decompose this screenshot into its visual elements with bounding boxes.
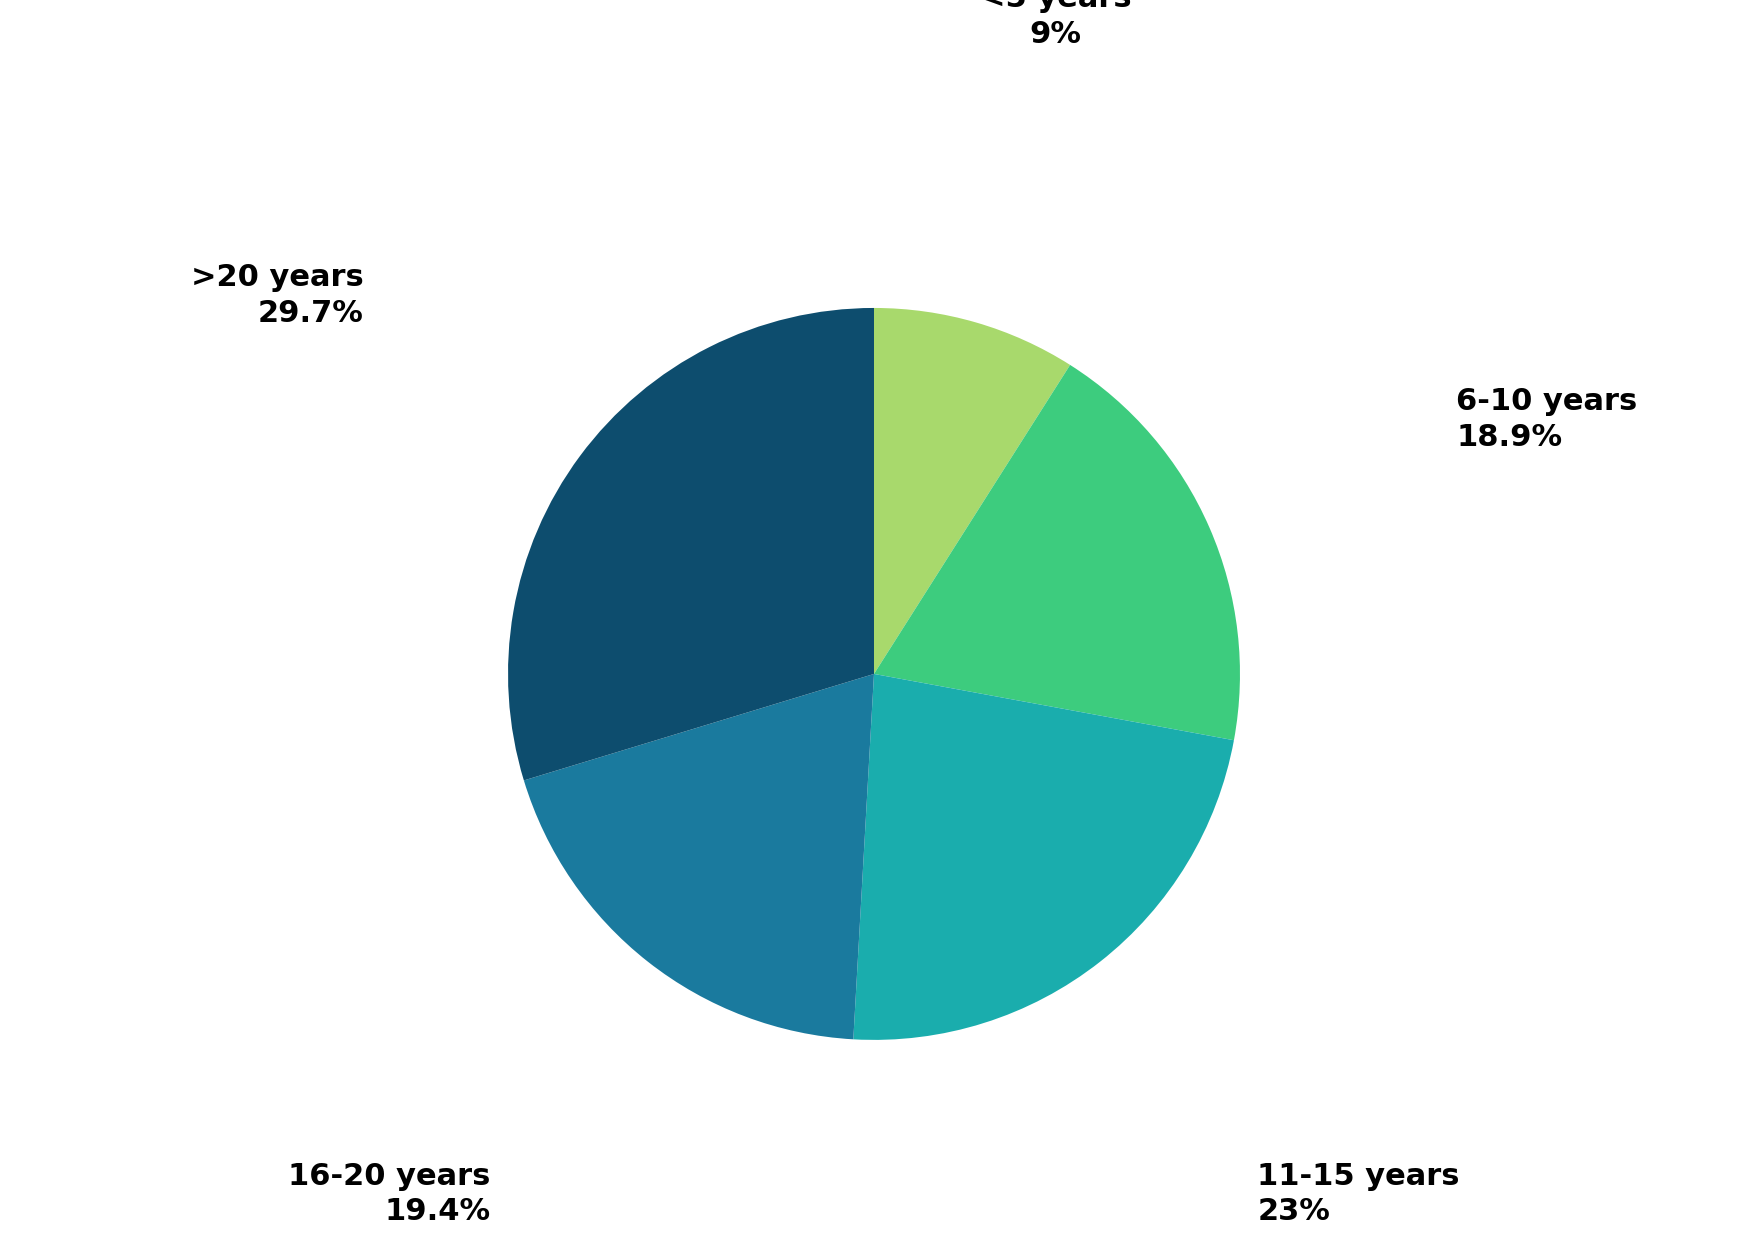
Text: 16-20 years
19.4%: 16-20 years 19.4% [288,1162,491,1226]
Wedge shape [509,308,874,780]
Text: 6-10 years
18.9%: 6-10 years 18.9% [1456,387,1638,453]
Wedge shape [874,308,1070,673]
Wedge shape [853,673,1234,1040]
Wedge shape [874,365,1239,740]
Wedge shape [524,673,874,1039]
Text: <5 years
9%: <5 years 9% [979,0,1131,50]
Text: 11-15 years
23%: 11-15 years 23% [1257,1162,1460,1226]
Text: >20 years
29.7%: >20 years 29.7% [191,263,364,329]
